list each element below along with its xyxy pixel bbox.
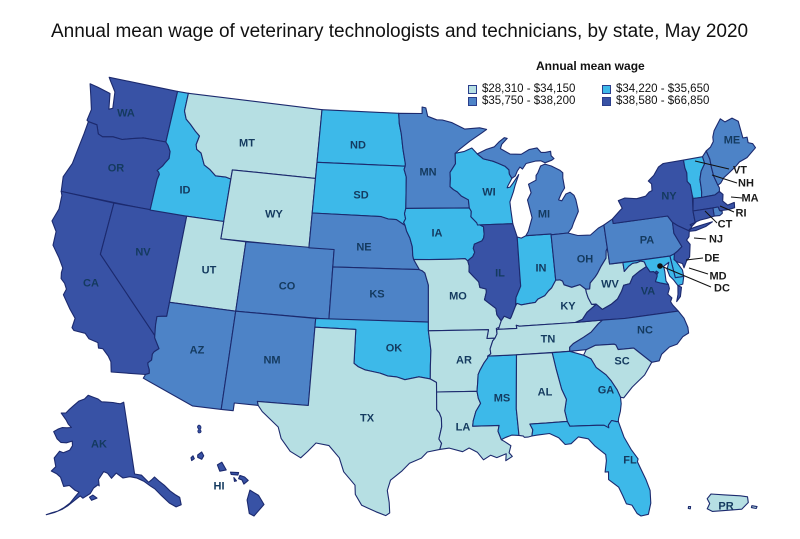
svg-text:ND: ND	[350, 140, 366, 152]
svg-text:AZ: AZ	[190, 345, 205, 357]
svg-text:NC: NC	[637, 325, 653, 337]
svg-text:NJ: NJ	[709, 234, 723, 246]
svg-text:VA: VA	[641, 286, 656, 298]
svg-text:DC: DC	[714, 283, 730, 295]
svg-text:OK: OK	[386, 343, 403, 355]
svg-text:LA: LA	[456, 422, 471, 434]
svg-text:ME: ME	[724, 135, 741, 147]
svg-text:HI: HI	[214, 481, 225, 493]
svg-text:OH: OH	[577, 254, 594, 266]
svg-text:MA: MA	[741, 193, 758, 205]
svg-text:MI: MI	[538, 209, 550, 221]
svg-text:ID: ID	[180, 185, 191, 197]
svg-text:MN: MN	[419, 167, 436, 179]
svg-text:TX: TX	[360, 413, 375, 425]
svg-text:WA: WA	[117, 108, 135, 120]
svg-text:SD: SD	[353, 190, 368, 202]
svg-text:NE: NE	[356, 242, 371, 254]
svg-text:NV: NV	[135, 247, 151, 259]
svg-text:NH: NH	[738, 178, 754, 190]
svg-text:OR: OR	[108, 163, 125, 175]
svg-text:WY: WY	[265, 209, 283, 221]
svg-text:AL: AL	[538, 387, 553, 399]
svg-text:WV: WV	[601, 279, 619, 291]
svg-text:TN: TN	[541, 334, 556, 346]
svg-text:CO: CO	[279, 281, 296, 293]
svg-text:DE: DE	[704, 253, 719, 265]
svg-text:UT: UT	[202, 265, 217, 277]
svg-text:CA: CA	[83, 278, 99, 290]
svg-text:PR: PR	[718, 501, 733, 513]
svg-text:FL: FL	[623, 455, 637, 467]
svg-text:MO: MO	[449, 291, 467, 303]
svg-text:IN: IN	[536, 263, 547, 275]
svg-text:KY: KY	[560, 301, 576, 313]
svg-text:CT: CT	[718, 219, 733, 231]
svg-text:PA: PA	[640, 235, 655, 247]
svg-text:WI: WI	[482, 187, 495, 199]
svg-text:IA: IA	[432, 228, 443, 240]
svg-text:AR: AR	[456, 355, 472, 367]
svg-text:VT: VT	[733, 165, 747, 177]
svg-text:MT: MT	[239, 138, 255, 150]
svg-text:RI: RI	[736, 208, 747, 220]
svg-text:GA: GA	[598, 385, 615, 397]
svg-text:SC: SC	[614, 356, 629, 368]
svg-text:KS: KS	[369, 289, 384, 301]
svg-text:NY: NY	[661, 191, 677, 203]
svg-text:MD: MD	[709, 271, 726, 283]
svg-text:MS: MS	[494, 393, 511, 405]
svg-text:AK: AK	[91, 439, 107, 451]
svg-text:NM: NM	[263, 355, 280, 367]
svg-text:IL: IL	[495, 268, 505, 280]
